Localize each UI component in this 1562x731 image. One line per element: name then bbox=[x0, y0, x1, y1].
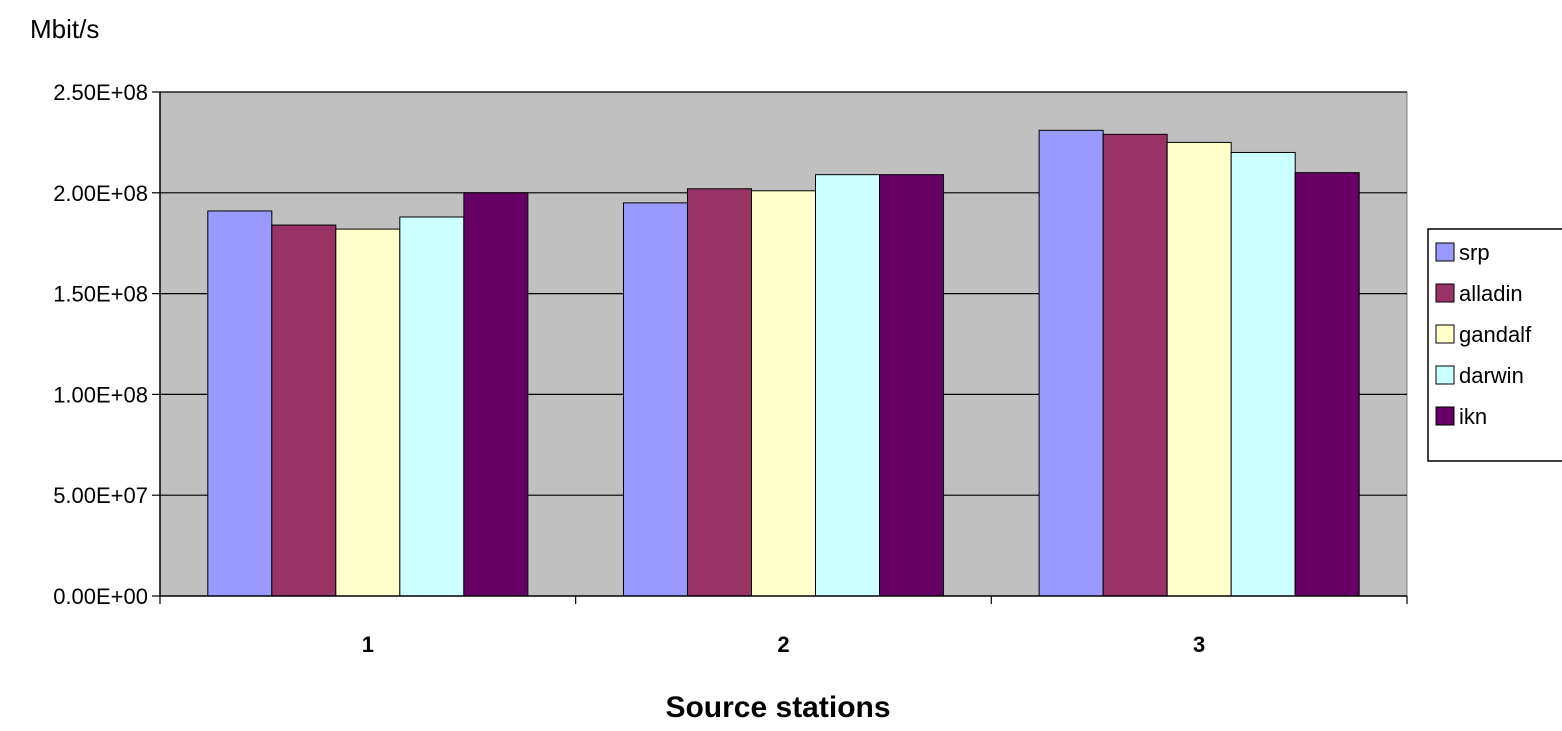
bar-darwin-3 bbox=[1230, 151, 1296, 597]
legend-swatch-darwin bbox=[1435, 365, 1455, 385]
bar-srp-1 bbox=[207, 210, 273, 597]
x-tick-label: 1 bbox=[362, 632, 374, 657]
bar-ikn-3 bbox=[1294, 172, 1360, 597]
bar-ikn-2 bbox=[879, 174, 945, 597]
legend-label-srp: srp bbox=[1459, 240, 1490, 265]
legend-swatch-alladin bbox=[1435, 283, 1455, 303]
legend-label-ikn: ikn bbox=[1459, 404, 1487, 429]
bar-srp-2 bbox=[622, 202, 688, 597]
bar-alladin-3 bbox=[1102, 133, 1168, 597]
legend-swatch-ikn bbox=[1435, 406, 1455, 426]
x-tick-label: 2 bbox=[777, 632, 789, 657]
bar-alladin-1 bbox=[271, 224, 337, 597]
y-tick-label: 0.00E+00 bbox=[53, 584, 148, 609]
y-tick-label: 1.00E+08 bbox=[53, 382, 148, 407]
legend-label-darwin: darwin bbox=[1459, 363, 1524, 388]
x-tick-label: 3 bbox=[1193, 632, 1205, 657]
bar-darwin-1 bbox=[399, 216, 465, 597]
y-tick-label: 2.00E+08 bbox=[53, 181, 148, 206]
bar-gandalf-1 bbox=[335, 228, 401, 597]
y-tick-label: 5.00E+07 bbox=[53, 483, 148, 508]
bars bbox=[207, 129, 1360, 597]
bar-alladin-2 bbox=[686, 188, 752, 597]
axes bbox=[152, 91, 1408, 604]
bar-darwin-2 bbox=[815, 174, 881, 597]
x-tick-labels: 1 2 3 bbox=[362, 632, 1206, 657]
bar-gandalf-2 bbox=[750, 190, 817, 597]
y-axis-label: Mbit/s bbox=[30, 14, 99, 44]
bar-ikn-1 bbox=[463, 192, 529, 597]
bar-srp-3 bbox=[1038, 129, 1104, 597]
y-tick-labels: 0.00E+00 5.00E+07 1.00E+08 1.50E+08 2.00E+08… bbox=[53, 80, 148, 609]
legend: srp alladin gandalf darwin ikn bbox=[1427, 228, 1562, 462]
y-tick-label: 2.50E+08 bbox=[53, 80, 148, 105]
legend-swatch-gandalf bbox=[1435, 324, 1455, 344]
legend-swatch-srp bbox=[1435, 242, 1455, 262]
y-tick-label: 1.50E+08 bbox=[53, 282, 148, 307]
legend-label-gandalf: gandalf bbox=[1459, 322, 1532, 347]
bar-gandalf-3 bbox=[1166, 141, 1232, 597]
x-axis-label: Source stations bbox=[665, 691, 890, 724]
legend-label-alladin: alladin bbox=[1459, 281, 1523, 306]
